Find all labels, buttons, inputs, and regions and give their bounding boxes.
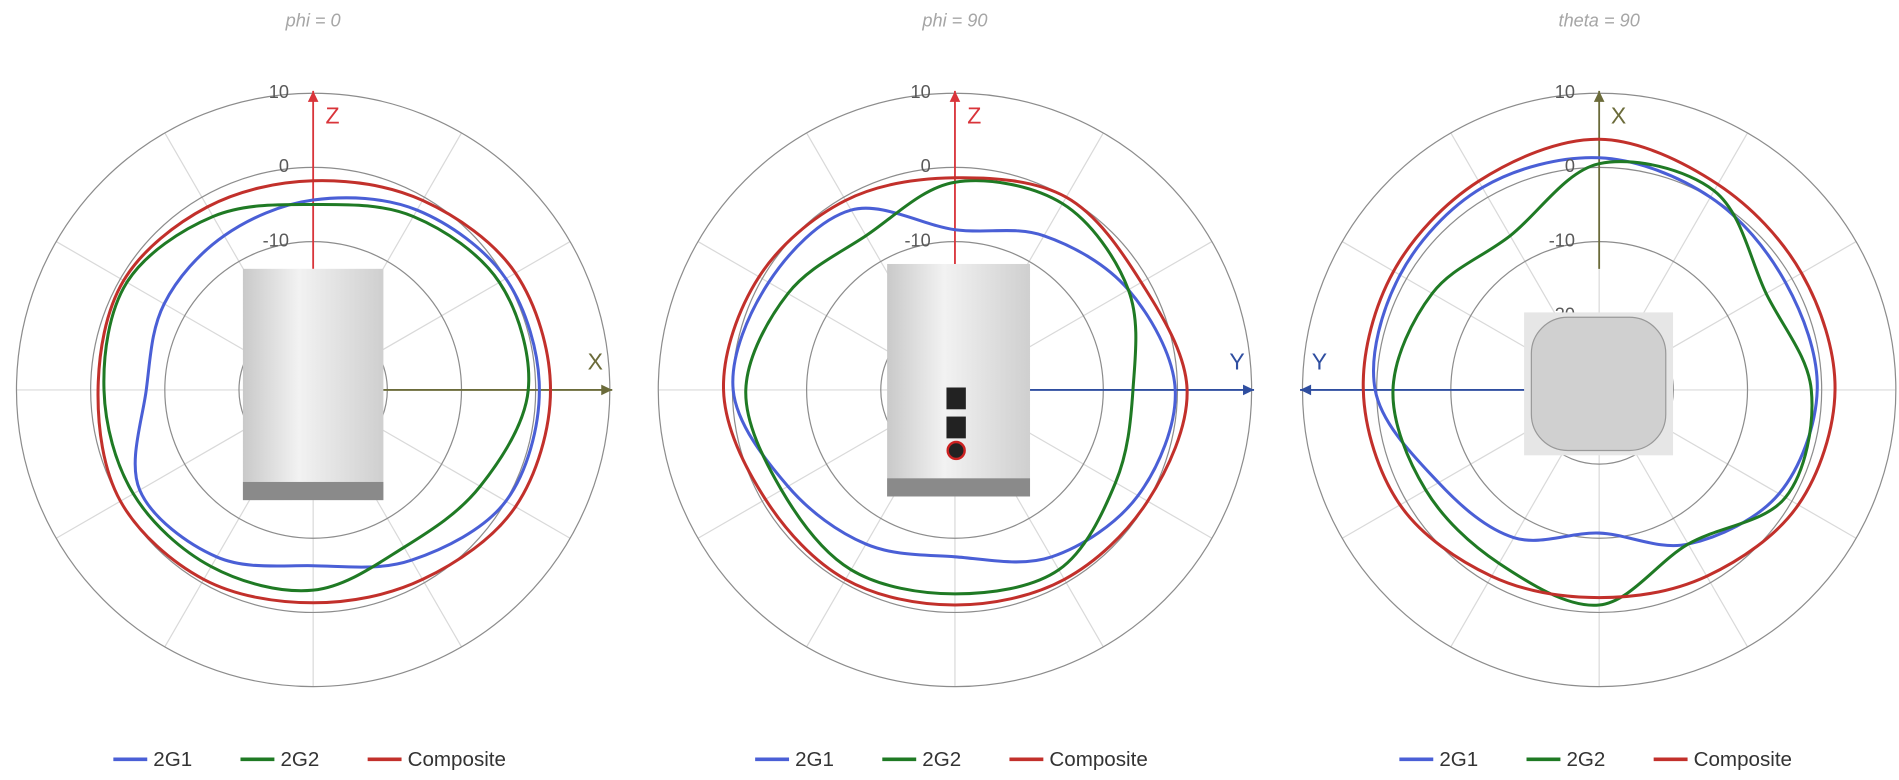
axis-label: X xyxy=(588,348,603,374)
legend-label: 2G1 xyxy=(153,748,192,771)
r-tick-label: 10 xyxy=(269,82,289,102)
device-photo xyxy=(242,268,384,501)
r-tick-label: -10 xyxy=(263,230,289,250)
chart-title: theta = 90 xyxy=(1559,11,1640,31)
legend-label: 2G2 xyxy=(280,748,319,771)
legend-label: Composite xyxy=(408,748,506,771)
r-tick-label: 0 xyxy=(1565,156,1575,176)
axis-label: X xyxy=(1611,103,1626,129)
arrow-head xyxy=(949,90,961,102)
series-line xyxy=(1372,156,1819,548)
device-grille xyxy=(1530,316,1667,452)
device-photo xyxy=(887,263,1031,497)
device-photos xyxy=(242,263,1674,501)
legend-label: 2G2 xyxy=(922,748,961,771)
device-port xyxy=(946,416,966,439)
chart-title: phi = 0 xyxy=(285,11,341,31)
device-button xyxy=(946,440,966,461)
legend-label: 2G2 xyxy=(1566,748,1605,771)
r-tick-label: 0 xyxy=(921,156,931,176)
series-line xyxy=(1391,160,1814,607)
axis-label: Z xyxy=(967,103,981,129)
device-vent xyxy=(887,478,1031,497)
arrow-head xyxy=(1593,90,1605,102)
arrow-head xyxy=(601,384,613,396)
series-line xyxy=(722,176,1189,607)
legend-label: 2G1 xyxy=(1439,748,1478,771)
axis-label: Z xyxy=(325,103,339,129)
legend-label: Composite xyxy=(1049,748,1147,771)
arrow-head xyxy=(307,90,319,102)
arrow-head xyxy=(1243,384,1255,396)
chart-title: phi = 90 xyxy=(921,11,987,31)
r-tick-label: -10 xyxy=(904,230,930,250)
series-line xyxy=(744,179,1138,596)
r-tick-label: 0 xyxy=(279,156,289,176)
r-tick-label: 10 xyxy=(911,82,931,102)
r-tick-label: -10 xyxy=(1549,230,1575,250)
series-line xyxy=(1361,137,1837,600)
series-line xyxy=(102,202,531,593)
series-line xyxy=(133,196,541,569)
device-port xyxy=(946,387,966,410)
series-line xyxy=(96,179,553,605)
axis-label: Y xyxy=(1229,348,1244,374)
legend-label: Composite xyxy=(1694,748,1792,771)
axis-label: Y xyxy=(1312,348,1327,374)
device-vent xyxy=(242,481,384,501)
legend-label: 2G1 xyxy=(795,748,834,771)
r-tick-label: 10 xyxy=(1555,82,1575,102)
arrow-head xyxy=(1300,384,1312,396)
